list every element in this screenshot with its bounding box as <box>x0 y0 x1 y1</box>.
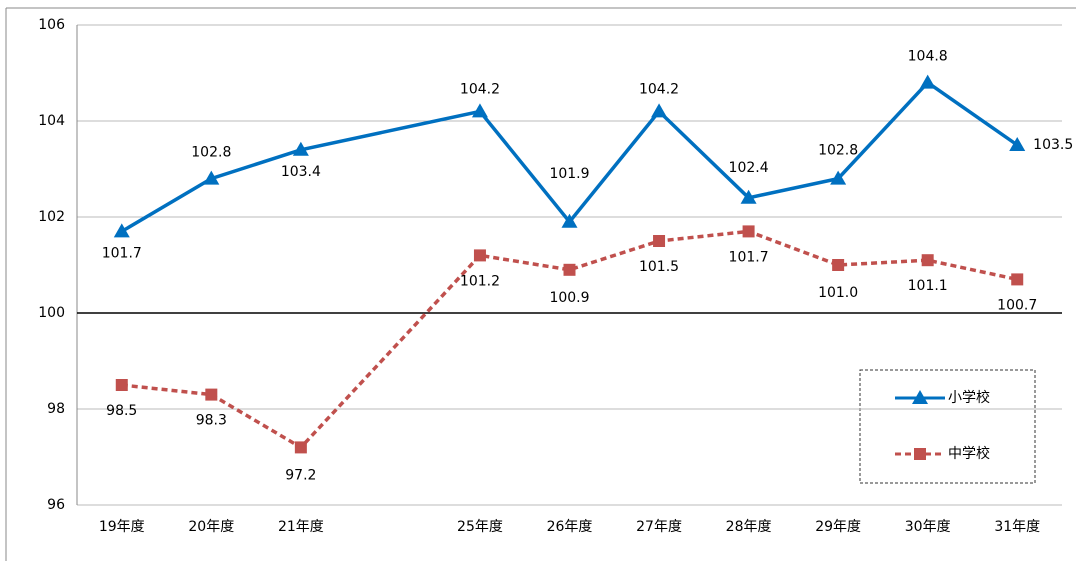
marker <box>919 74 936 89</box>
x-tick-label: 19年度 <box>99 519 145 535</box>
legend-label: 中学校 <box>948 445 990 462</box>
marker <box>473 249 486 262</box>
x-tick-label: 27年度 <box>636 519 682 535</box>
data-label: 101.7 <box>729 249 769 265</box>
x-tick-label: 30年度 <box>905 519 951 535</box>
x-tick-label: 21年度 <box>278 519 324 535</box>
marker <box>561 213 578 228</box>
y-tick-label: 104 <box>38 113 65 129</box>
data-label: 102.4 <box>729 160 769 176</box>
x-tick-label: 25年度 <box>457 519 503 535</box>
marker <box>563 263 576 276</box>
marker <box>653 235 666 247</box>
data-label: 100.9 <box>549 290 589 306</box>
data-label: 101.0 <box>818 285 858 301</box>
marker <box>914 448 926 460</box>
marker <box>205 388 218 401</box>
series-line <box>120 80 1019 233</box>
marker <box>115 379 128 391</box>
x-tick-label: 31年度 <box>994 519 1040 535</box>
data-label: 97.2 <box>285 467 316 483</box>
marker <box>912 390 928 404</box>
y-tick-label: 98 <box>47 401 65 417</box>
marker <box>921 254 934 267</box>
data-label: 104.2 <box>639 81 679 97</box>
marker <box>1009 137 1026 151</box>
data-label: 103.4 <box>281 164 321 180</box>
y-tick-label: 100 <box>38 305 65 321</box>
y-tick-label: 102 <box>38 209 65 225</box>
legend-label: 小学校 <box>948 389 990 406</box>
y-tick-label: 106 <box>38 17 65 33</box>
marker <box>742 225 755 238</box>
data-label: 102.8 <box>191 145 231 161</box>
series-line <box>121 229 1018 450</box>
data-label: 101.7 <box>102 245 142 261</box>
marker <box>203 170 220 185</box>
data-label: 102.8 <box>818 143 858 159</box>
marker <box>1011 273 1024 286</box>
data-label: 101.9 <box>549 166 589 182</box>
x-tick-label: 29年度 <box>815 519 861 535</box>
marker <box>832 259 845 271</box>
data-label: 101.5 <box>639 259 679 275</box>
data-label: 104.2 <box>460 81 500 97</box>
marker <box>294 441 307 454</box>
data-label: 98.3 <box>196 413 227 429</box>
x-tick-label: 28年度 <box>726 519 772 535</box>
x-tick-label: 26年度 <box>547 519 593 535</box>
marker <box>651 103 668 118</box>
marker <box>740 189 757 204</box>
marker <box>830 170 847 185</box>
data-label: 103.5 <box>1033 137 1073 153</box>
x-tick-label: 20年度 <box>188 519 234 535</box>
legend-box <box>859 369 1036 484</box>
marker <box>471 103 488 118</box>
data-label: 101.2 <box>460 273 500 289</box>
data-label: 100.7 <box>997 297 1037 313</box>
y-tick-label: 96 <box>47 497 65 513</box>
data-label: 101.1 <box>908 278 948 294</box>
data-label: 98.5 <box>106 403 137 419</box>
data-label: 104.8 <box>908 49 948 65</box>
marker <box>292 141 309 156</box>
marker <box>113 223 130 238</box>
